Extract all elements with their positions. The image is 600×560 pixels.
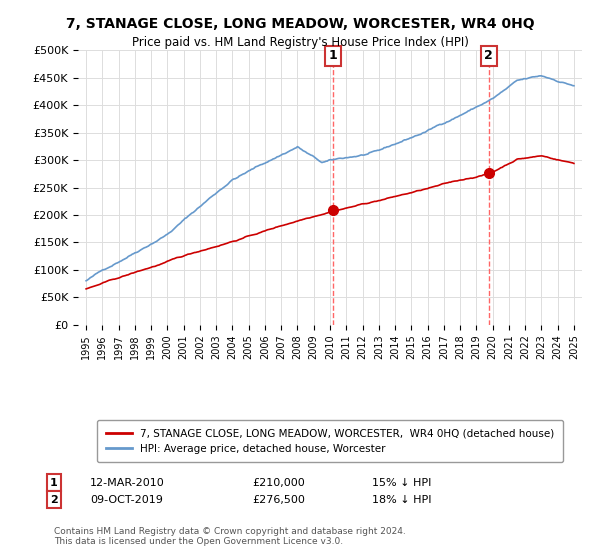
Text: 1: 1: [50, 478, 58, 488]
Text: 7, STANAGE CLOSE, LONG MEADOW, WORCESTER, WR4 0HQ: 7, STANAGE CLOSE, LONG MEADOW, WORCESTER…: [65, 17, 535, 31]
Text: Price paid vs. HM Land Registry's House Price Index (HPI): Price paid vs. HM Land Registry's House …: [131, 36, 469, 49]
Text: 15% ↓ HPI: 15% ↓ HPI: [372, 478, 431, 488]
Text: 09-OCT-2019: 09-OCT-2019: [90, 494, 163, 505]
Text: 1: 1: [329, 49, 338, 62]
Text: 2: 2: [484, 49, 493, 62]
Text: 18% ↓ HPI: 18% ↓ HPI: [372, 494, 431, 505]
Text: Contains HM Land Registry data © Crown copyright and database right 2024.
This d: Contains HM Land Registry data © Crown c…: [54, 526, 406, 546]
Text: £210,000: £210,000: [252, 478, 305, 488]
Text: £276,500: £276,500: [252, 494, 305, 505]
Text: 2: 2: [50, 494, 58, 505]
Legend: 7, STANAGE CLOSE, LONG MEADOW, WORCESTER,  WR4 0HQ (detached house), HPI: Averag: 7, STANAGE CLOSE, LONG MEADOW, WORCESTER…: [97, 421, 563, 462]
Text: 12-MAR-2010: 12-MAR-2010: [90, 478, 165, 488]
